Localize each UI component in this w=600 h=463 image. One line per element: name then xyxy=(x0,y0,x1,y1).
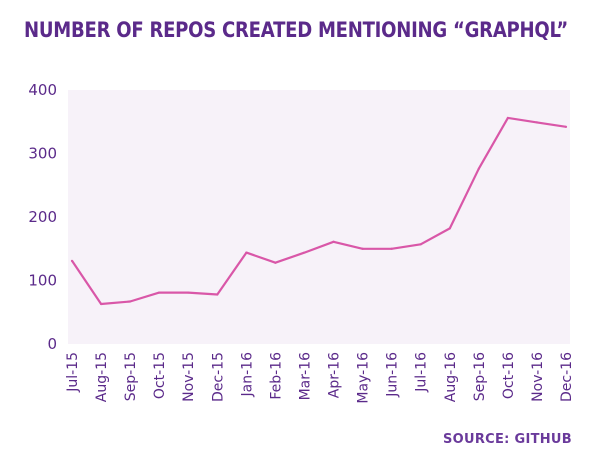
data-point xyxy=(564,125,568,128)
data-point xyxy=(99,302,103,306)
y-tick-label: 100 xyxy=(28,272,57,290)
x-tick-label: Dec-16 xyxy=(559,352,575,402)
data-point xyxy=(158,291,161,294)
x-tick-label: Sep-16 xyxy=(472,352,488,401)
data-points xyxy=(70,116,568,306)
data-point xyxy=(361,247,364,250)
data-point xyxy=(332,240,335,243)
chart-title: NUMBER OF REPOS CREATED MENTIONING “GRAP… xyxy=(24,18,569,42)
data-point xyxy=(303,251,306,254)
data-point xyxy=(419,243,422,246)
y-tick-label: 300 xyxy=(28,145,57,163)
data-point xyxy=(70,259,74,262)
y-tick-label: 400 xyxy=(28,81,57,99)
x-tick-label: Nov-15 xyxy=(181,352,197,402)
data-point xyxy=(216,293,219,296)
source-note: SOURCE: GITHUB xyxy=(442,432,572,447)
y-tick-label: 200 xyxy=(28,208,57,226)
x-tick-label: May-16 xyxy=(356,352,372,404)
x-tick-label: Oct-16 xyxy=(501,352,517,399)
series-line xyxy=(71,116,567,306)
x-tick-label: Oct-15 xyxy=(152,352,168,399)
x-axis-ticks: Jul-15 Aug-15 Sep-15 Oct-15 Nov-15 Dec-15 Jan-… xyxy=(65,352,575,404)
data-point xyxy=(129,300,132,303)
x-tick-label: Sep-15 xyxy=(123,352,139,401)
x-tick-label: Jun-16 xyxy=(385,352,401,398)
x-tick-label: Aug-16 xyxy=(443,352,459,402)
x-tick-label: Mar-16 xyxy=(297,352,313,400)
data-point xyxy=(245,251,248,254)
data-point xyxy=(187,291,190,294)
data-point xyxy=(448,227,451,230)
x-tick-label: Jul-15 xyxy=(65,352,81,393)
x-tick-label: Dec-15 xyxy=(210,352,226,402)
data-point xyxy=(535,121,539,124)
x-tick-label: Nov-16 xyxy=(530,352,546,402)
x-tick-label: Aug-15 xyxy=(94,352,110,402)
y-tick-label: 0 xyxy=(47,335,57,353)
data-point xyxy=(477,167,480,170)
data-point xyxy=(274,261,277,264)
y-axis-ticks: 0 100 200 300 400 xyxy=(28,81,57,353)
x-tick-label: Apr-16 xyxy=(327,352,343,398)
data-point xyxy=(506,116,509,120)
x-tick-label: Jul-16 xyxy=(414,352,430,393)
data-point xyxy=(390,247,393,250)
x-tick-label: Feb-16 xyxy=(268,352,284,400)
x-tick-label: Jan-16 xyxy=(239,352,255,398)
plot-area xyxy=(68,90,570,344)
